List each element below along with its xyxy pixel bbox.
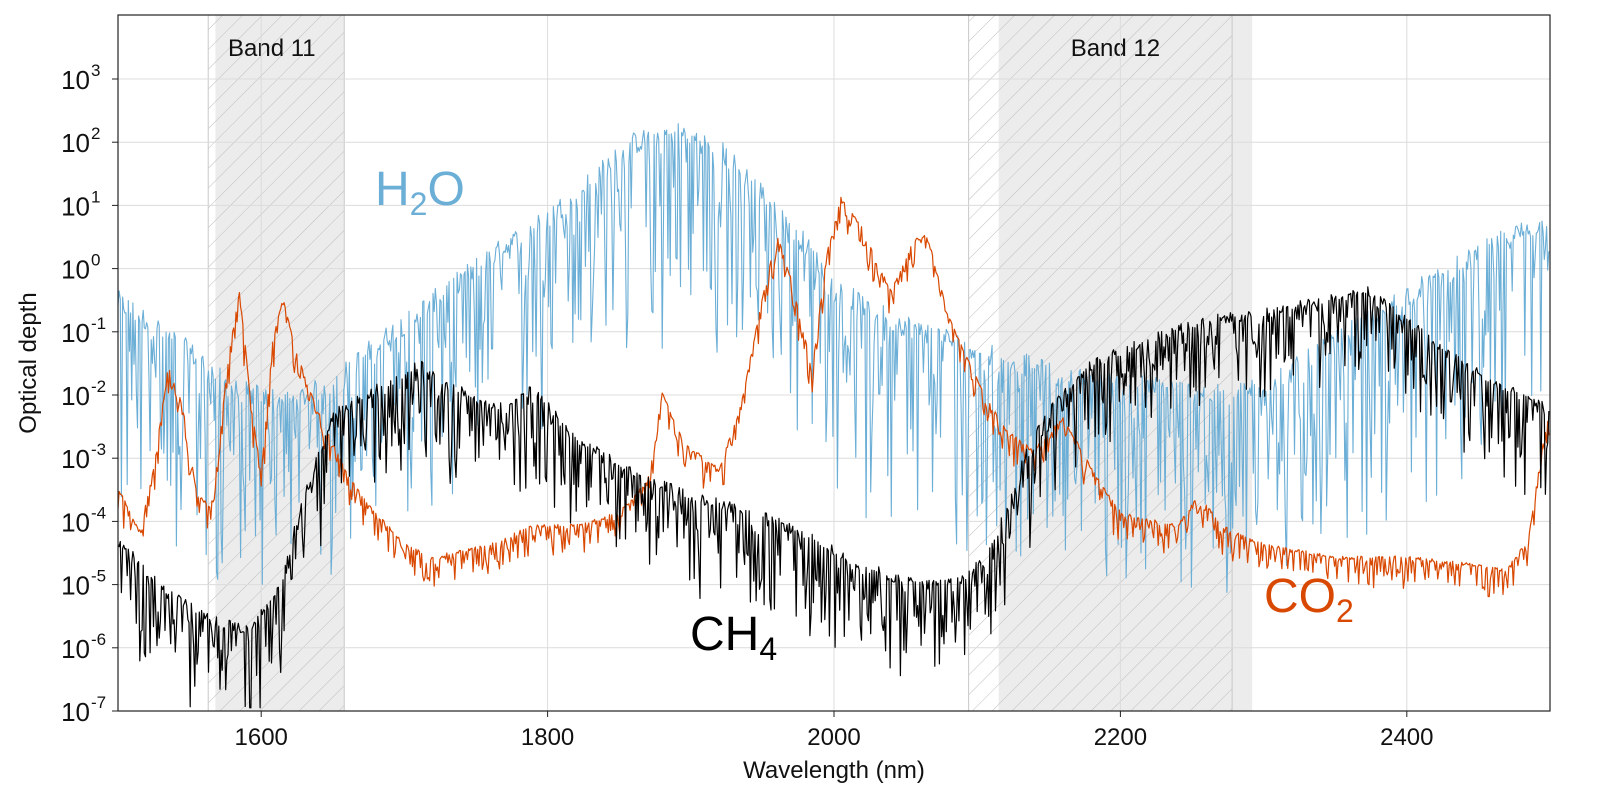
y-tick-base: 10 [61,381,90,411]
y-tick-base: 10 [61,128,90,158]
band-hatch [207,14,345,712]
y-tick-base: 10 [61,571,90,601]
y-tick-exponent: -7 [91,693,106,712]
y-tick-base: 10 [61,444,90,474]
x-tick-label: 1600 [235,724,288,751]
y-tick-base: 10 [61,507,90,537]
series-label-h2o: H2O [375,163,465,222]
series-label-subscript: 4 [759,631,777,667]
y-tick-base: 10 [61,65,90,95]
x-tick-label: 2200 [1094,724,1147,751]
series-label-ch4: CH4 [690,608,777,667]
x-tick-label: 1800 [521,724,574,751]
y-tick-exponent: 3 [91,61,100,80]
x-axis-ticks: 1600 1800 2000 2200 2400 [235,711,1433,751]
y-tick-label: 10 [61,381,90,411]
series-label-main: H [375,163,410,216]
series-label-subscript: 2 [410,186,428,222]
band-label: Band 12 [1071,35,1160,62]
y-tick-base: 10 [61,634,90,664]
x-tick-label: 2000 [807,724,860,751]
y-tick-exponent: 1 [91,187,100,206]
y-tick-base: 10 [61,255,90,285]
y-tick-label: 10 [61,128,90,158]
y-tick-label: 10 [61,697,90,727]
y-axis-label: Optical depth [15,292,42,433]
y-tick-label: 10 [61,634,90,664]
y-tick-exponent: 0 [91,251,100,270]
x-tick-label: 2400 [1380,724,1433,751]
y-tick-base: 10 [61,318,90,348]
y-tick-base: 10 [61,697,90,727]
series-label-main: CH [690,608,759,661]
series-label-co2: CO2 [1264,570,1354,629]
y-tick-exponent: -6 [91,630,106,649]
series-lines [118,123,1550,709]
series-line-h2o [118,123,1550,593]
y-tick-label: 10 [61,255,90,285]
y-tick-label: 10 [61,507,90,537]
y-tick-exponent: 2 [91,124,100,143]
y-tick-label: 10 [61,318,90,348]
y-tick-base: 10 [61,191,90,221]
y-tick-exponent: -1 [91,314,106,333]
series-line-ch4 [118,286,1550,709]
band-label: Band 11 [228,35,316,62]
series-label-main: CO [1264,570,1336,623]
series-label-subscript: 2 [1336,593,1354,629]
y-tick-exponent: -4 [91,503,106,522]
y-tick-label: 10 [61,65,90,95]
x-axis-label: Wavelength (nm) [743,757,925,784]
series-label-tail: O [427,163,464,216]
y-tick-label: 10 [61,191,90,221]
y-tick-exponent: -2 [91,377,106,396]
series-line-co2 [118,196,1550,598]
y-tick-exponent: -5 [91,567,106,586]
y-tick-label: 10 [61,571,90,601]
y-tick-label: 10 [61,444,90,474]
y-tick-exponent: -3 [91,440,106,459]
